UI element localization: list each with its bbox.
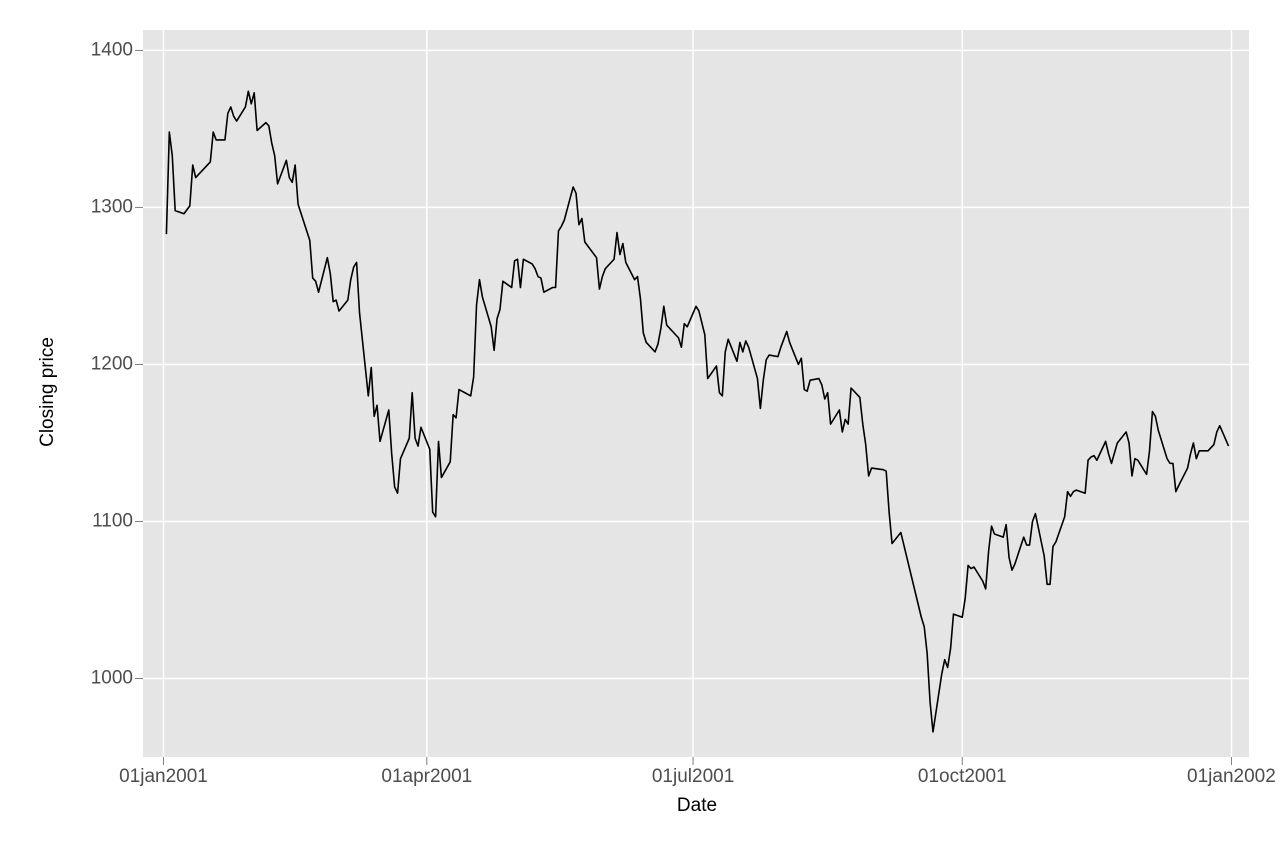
y-tick-label: 1300: [91, 196, 133, 217]
y-tick-label: 1000: [91, 668, 133, 689]
plot-background: [143, 30, 1249, 757]
x-tick-label: 01oct2001: [918, 766, 1007, 787]
x-tick-label: 01apr2001: [381, 766, 472, 787]
x-axis-title: Date: [677, 795, 717, 816]
x-tick-label: 01jan2002: [1187, 766, 1276, 787]
x-tick-label: 01jan2001: [119, 766, 208, 787]
y-tick-label: 1100: [92, 510, 133, 531]
x-tick-label: 01jul2001: [652, 766, 734, 787]
y-axis-title: Closing price: [37, 337, 58, 447]
y-tick-label: 1200: [91, 353, 133, 374]
price-line: [165, 90, 1230, 733]
y-tick-label: 1400: [91, 39, 133, 60]
